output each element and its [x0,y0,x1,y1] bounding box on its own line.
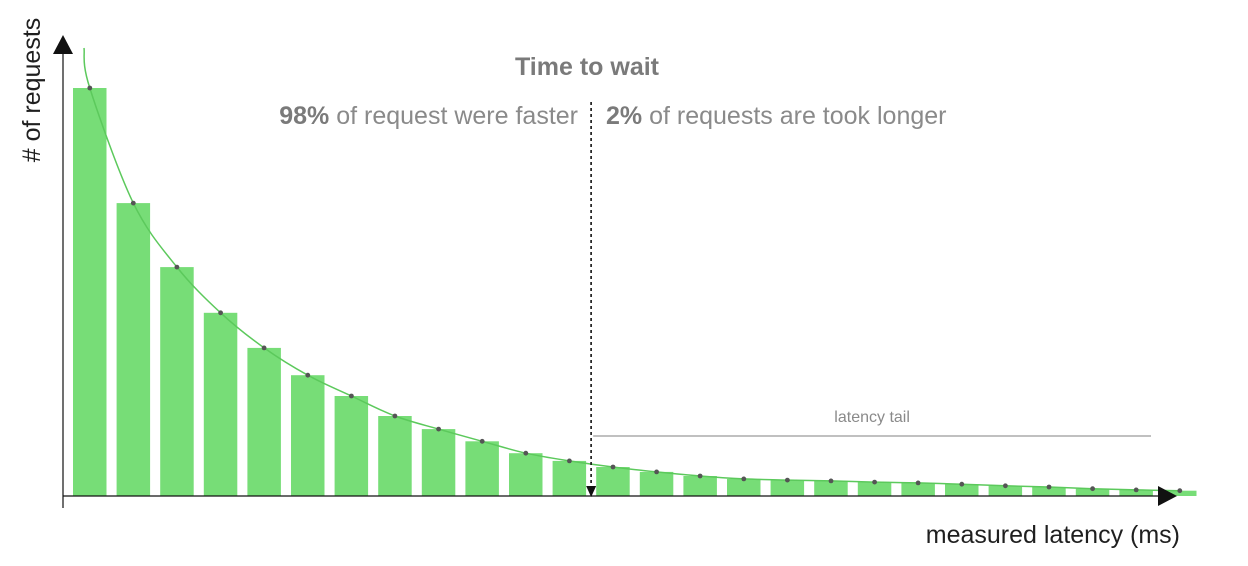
bar-top-dot [741,476,747,482]
x-axis-label: measured latency (ms) [926,521,1180,549]
bar [203,312,238,496]
bar-top-dot [1046,484,1052,490]
bar-top-dot [261,345,267,351]
bar [1119,489,1153,496]
bar [247,347,281,496]
bar-top-dot [87,85,93,91]
bar-top-dot [915,480,921,486]
bar-top-dot [130,200,136,206]
bar-top-dot [523,450,529,456]
bar [116,203,151,496]
bar-top-dot [1003,483,1008,489]
bar [465,441,499,496]
bar [1075,488,1110,496]
bar [1163,490,1197,496]
left-label-text: of request were faster [329,102,578,130]
right-label-text: of requests are took longer [642,102,946,130]
chart-title: Time to wait [515,53,660,81]
bar [160,267,194,496]
threshold-arrow-icon [586,486,597,497]
bar-top-dot [305,372,311,378]
bar [291,375,325,496]
bar [988,485,1023,496]
bar [683,476,717,496]
bar [552,460,587,496]
bar [509,453,543,496]
bar-series [73,88,1197,496]
y-axis-arrow-icon [53,35,73,54]
bar-top-dot [392,413,398,419]
left-percent: 98% [279,102,329,130]
bar [334,396,369,496]
bar [814,480,848,496]
bar-top-dot [349,393,354,399]
left-threshold-label: 98% of request were faster [279,102,578,130]
bar [73,88,107,496]
bar [596,467,630,496]
bar [639,471,674,496]
bar [857,482,892,496]
bar-top-dot [567,458,572,464]
bar-top-dot [174,264,180,270]
bar [770,480,805,496]
bar-top-dot [959,481,965,487]
x-axis-arrow-icon [1158,486,1177,506]
right-percent: 2% [606,102,642,130]
bar-top-dot [1133,487,1139,493]
bar [1032,487,1066,496]
y-axis-label: # of requests [18,18,46,163]
bar-top-dots [87,85,1183,494]
bar-top-dot [610,464,616,470]
bar-top-dot [872,479,877,485]
bar-top-dot [785,477,790,483]
bar-top-dot [479,438,485,444]
bar [378,416,412,496]
latency-tail-label: latency tail [834,409,910,426]
bar [901,482,935,496]
bar-top-dot [436,426,441,432]
right-threshold-label: 2% of requests are took longer [606,102,947,130]
bar [421,429,456,496]
bar-top-dot [828,478,834,484]
bar-top-dot [697,473,703,479]
bar-top-dot [218,310,224,316]
bar-top-dot [654,469,659,475]
bar-top-dot [1177,488,1183,494]
bar [945,484,979,496]
bar-top-dot [1090,486,1095,492]
bar [727,478,761,496]
